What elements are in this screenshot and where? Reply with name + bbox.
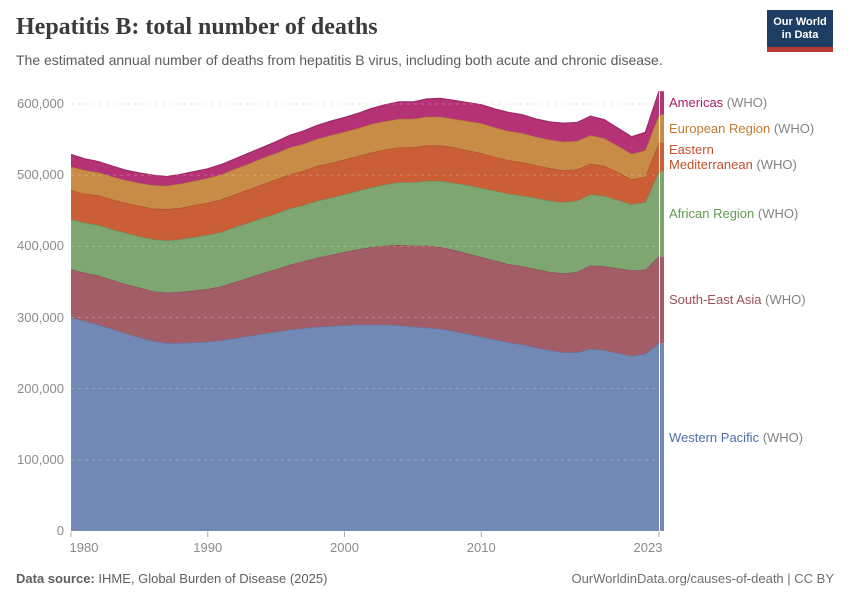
legend-swatch-line [660,142,664,172]
legend-item-european-region[interactable]: European Region (WHO) [669,121,845,136]
footer-credit[interactable]: OurWorldinData.org/causes-of-death | CC … [571,571,834,586]
legend-series-name: African Region [669,206,755,222]
legend-series-suffix: (WHO) [759,429,804,445]
legend-series-name: Western Pacific [669,429,760,445]
y-axis-label: 100,000 [17,451,64,467]
legend-series-suffix: (WHO) [754,206,799,222]
y-axis-label: 500,000 [17,167,64,183]
x-axis-label: 1980 [69,540,99,555]
area-western-pacific[interactable] [71,317,659,532]
legend-item-western-pacific[interactable]: Western Pacific (WHO) [669,430,845,445]
y-axis-label: 0 [56,523,64,538]
area-african-region[interactable] [71,171,659,293]
y-axis-label: 400,000 [17,238,64,254]
legend-swatch-line [660,91,664,115]
area-european-region[interactable] [71,114,659,210]
legend-swatch-line [660,256,664,344]
legend-series-suffix: (WHO) [723,95,768,111]
area-edge [70,91,660,178]
legend-swatch-line [660,171,664,257]
owid-logo-box: Our World in Data [767,10,833,47]
owid-logo-line1: Our World [773,16,827,28]
x-axis-label: 2010 [466,540,496,555]
legend-item-south-east-asia[interactable]: South-East Asia (WHO) [669,292,845,307]
legend-series-name: Americas [669,95,724,111]
data-source: Data source: IHME, Global Burden of Dise… [16,571,327,586]
legend-series-suffix: (WHO) [761,292,806,308]
owid-logo-line2: in Data [781,29,819,41]
legend-item-african-region[interactable]: African Region (WHO) [669,206,845,221]
chart-subtitle: The estimated annual number of deaths fr… [16,52,663,68]
legend-item-americas[interactable]: Americas (WHO) [669,95,845,110]
y-axis-label: 200,000 [17,380,64,396]
y-axis-label: 600,000 [17,96,64,111]
legend-swatch-line [660,343,664,531]
chart-title: Hepatitis B: total number of deaths [16,14,378,40]
x-axis-label: 2000 [330,540,359,555]
area-south-east-asia[interactable] [71,244,659,356]
owid-logo[interactable]: Our World in Data [767,10,833,52]
legend-series-suffix: (WHO) [770,121,815,137]
x-axis-label: 1990 [193,540,223,555]
legend-item-eastern-mediterranean[interactable]: Eastern Mediterranean (WHO) [669,142,845,172]
legend-series-name: Eastern Mediterranean [669,142,753,173]
area-americas[interactable] [71,91,659,186]
data-source-value: IHME, Global Burden of Disease (2025) [94,571,328,586]
area-eastern-mediterranean[interactable] [71,142,659,241]
legend-series-name: European Region [669,121,771,137]
legend-series-suffix: (WHO) [752,157,797,173]
x-axis-label: 2023 [633,540,663,555]
y-axis-label: 300,000 [17,309,64,325]
data-source-label: Data source: [16,571,95,586]
legend-series-name: South-East Asia [669,292,762,308]
legend-swatch-line [660,114,664,143]
owid-logo-red-bar [767,47,833,52]
